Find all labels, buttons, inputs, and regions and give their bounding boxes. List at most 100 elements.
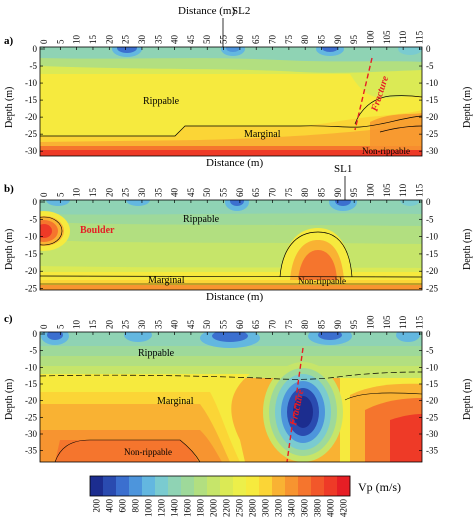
x-tick-label: 90 — [333, 35, 343, 45]
colorbar-tick-label: 800 — [131, 499, 141, 513]
panel-b-x-ticks-top: 0 5 10 15 20 25 30 35 40 45 50 55 60 65 70 75 80 85 90 95 10… — [39, 183, 424, 203]
panel-a-nonrippable-label: Non-rippable — [362, 146, 410, 156]
colorbar-frame — [89, 475, 351, 497]
x-tick-label: 45 — [186, 320, 196, 330]
y-tick-label: -25 — [25, 129, 37, 139]
x-tick-label: 15 — [88, 188, 98, 198]
x-tick-label: 100 — [365, 315, 375, 329]
colorbar-cell — [285, 476, 299, 496]
x-tick-label: 115 — [414, 183, 424, 197]
x-tick-label: 70 — [268, 320, 278, 330]
y-tick-label: -20 — [25, 112, 37, 122]
x-tick-label: 35 — [153, 188, 163, 198]
y-tick-label: -15 — [25, 379, 37, 389]
y-tick-label: -25 — [426, 412, 438, 422]
y-tick-label: -25 — [25, 412, 37, 422]
x-tick-label: 0 — [39, 192, 49, 197]
y-tick-label: -30 — [25, 146, 37, 156]
x-tick-label: 85 — [317, 188, 327, 198]
y-tick-label: -20 — [426, 266, 438, 276]
panel-a-section — [40, 47, 422, 156]
colorbar-tick-label: 1600 — [183, 499, 193, 518]
panel-c-y-ticks-right: 0 -5 -10 -15 -20 -25 -30 -35 — [419, 329, 438, 456]
panel-b-marginal-label: Marginal — [148, 275, 185, 286]
x-tick-label: 10 — [72, 35, 82, 45]
colorbar-cell — [324, 476, 338, 496]
panel-b-boulder-label: Boulder — [80, 225, 115, 236]
x-tick-label: 10 — [72, 320, 82, 330]
panel-c-section — [40, 332, 422, 462]
colorbar-cell — [233, 476, 247, 496]
x-tick-label: 5 — [55, 39, 65, 44]
y-tick-label: 0 — [426, 329, 431, 339]
colorbar-tick-label: 3000 — [261, 499, 271, 518]
x-tick-label: 60 — [235, 320, 245, 330]
colorbar-tick-label: 2500 — [235, 499, 245, 518]
panel-b-marker-label: SL1 — [334, 163, 352, 175]
x-tick-label: 15 — [88, 320, 98, 330]
colorbar-tick-label: 1800 — [196, 499, 206, 518]
x-tick-label: 85 — [317, 320, 327, 330]
colorbar-cell — [142, 476, 156, 496]
panel-c-y-axis-title-right: Depth (m) — [462, 379, 473, 420]
panel-b-bottom-axis-title: Distance (m) — [206, 291, 263, 303]
x-tick-label: 115 — [414, 30, 424, 44]
panel-b-labels: Rippable Marginal Non-rippable Boulder — [80, 214, 346, 286]
y-tick-label: -5 — [30, 61, 38, 71]
y-tick-label: -10 — [25, 232, 37, 242]
colorbar-tick-label: 3600 — [300, 499, 310, 518]
x-tick-label: 110 — [398, 30, 408, 44]
x-tick-label: 90 — [333, 320, 343, 330]
x-tick-label: 100 — [365, 183, 375, 197]
panel-b-y-axis-title-left: Depth (m) — [4, 229, 15, 270]
x-tick-label: 5 — [55, 324, 65, 329]
x-tick-label: 75 — [284, 320, 294, 330]
x-tick-label: 80 — [300, 320, 310, 330]
y-tick-label: -15 — [426, 379, 438, 389]
panel-c-letter: c) — [4, 313, 13, 325]
x-tick-label: 95 — [349, 35, 359, 45]
panel-b-y-ticks-right: 0 -5 -10 -15 -20 -25 — [419, 197, 438, 294]
y-tick-label: -25 — [25, 284, 37, 294]
x-tick-label: 25 — [121, 35, 131, 45]
panel-c-y-axis-title-left: Depth (m) — [4, 379, 15, 420]
panel-c-rippable-label: Rippable — [138, 348, 175, 359]
x-tick-label: 70 — [268, 35, 278, 45]
x-tick-label: 55 — [219, 320, 229, 330]
x-tick-label: 95 — [349, 320, 359, 330]
y-tick-label: -15 — [25, 95, 37, 105]
x-tick-label: 90 — [333, 188, 343, 198]
y-tick-label: -35 — [426, 446, 438, 456]
colorbar-tick-label: 2000 — [209, 499, 219, 518]
panel-a-bottom-axis-title: Distance (m) — [206, 157, 263, 169]
x-tick-label: 30 — [137, 35, 147, 45]
colorbar-tick-label: 400 — [105, 499, 115, 513]
x-tick-label: 80 — [300, 188, 310, 198]
y-tick-label: -15 — [25, 249, 37, 259]
x-tick-label: 35 — [153, 35, 163, 45]
colorbar-cell — [194, 476, 208, 496]
x-tick-label: 20 — [104, 188, 114, 198]
colorbar-title: Vp (m/s) — [358, 480, 401, 494]
colorbar-tick-label: 3200 — [274, 499, 284, 518]
colorbar-tick-label: 4000 — [326, 499, 336, 518]
x-tick-label: 55 — [219, 35, 229, 45]
y-tick-label: -5 — [30, 214, 38, 224]
x-tick-label: 65 — [251, 188, 261, 198]
y-tick-label: -25 — [426, 284, 438, 294]
y-tick-label: -25 — [426, 129, 438, 139]
panel-a-y-ticks-right: 0 -5 -10 -15 -20 -25 -30 — [419, 44, 438, 156]
panel-a-letter: a) — [4, 35, 14, 47]
x-tick-label: 85 — [317, 35, 327, 45]
x-tick-label: 110 — [398, 183, 408, 197]
y-tick-label: -15 — [426, 249, 438, 259]
colorbar-tick-label: 3400 — [287, 499, 297, 518]
y-tick-label: -30 — [426, 146, 438, 156]
x-tick-label: 50 — [202, 320, 212, 330]
colorbar-tick-label: 1400 — [170, 499, 180, 518]
panel-b: b) SL1 — [4, 163, 473, 303]
y-tick-label: 0 — [33, 329, 38, 339]
y-tick-label: -5 — [426, 346, 434, 356]
x-tick-label: 15 — [88, 35, 98, 45]
x-tick-label: 40 — [170, 35, 180, 45]
